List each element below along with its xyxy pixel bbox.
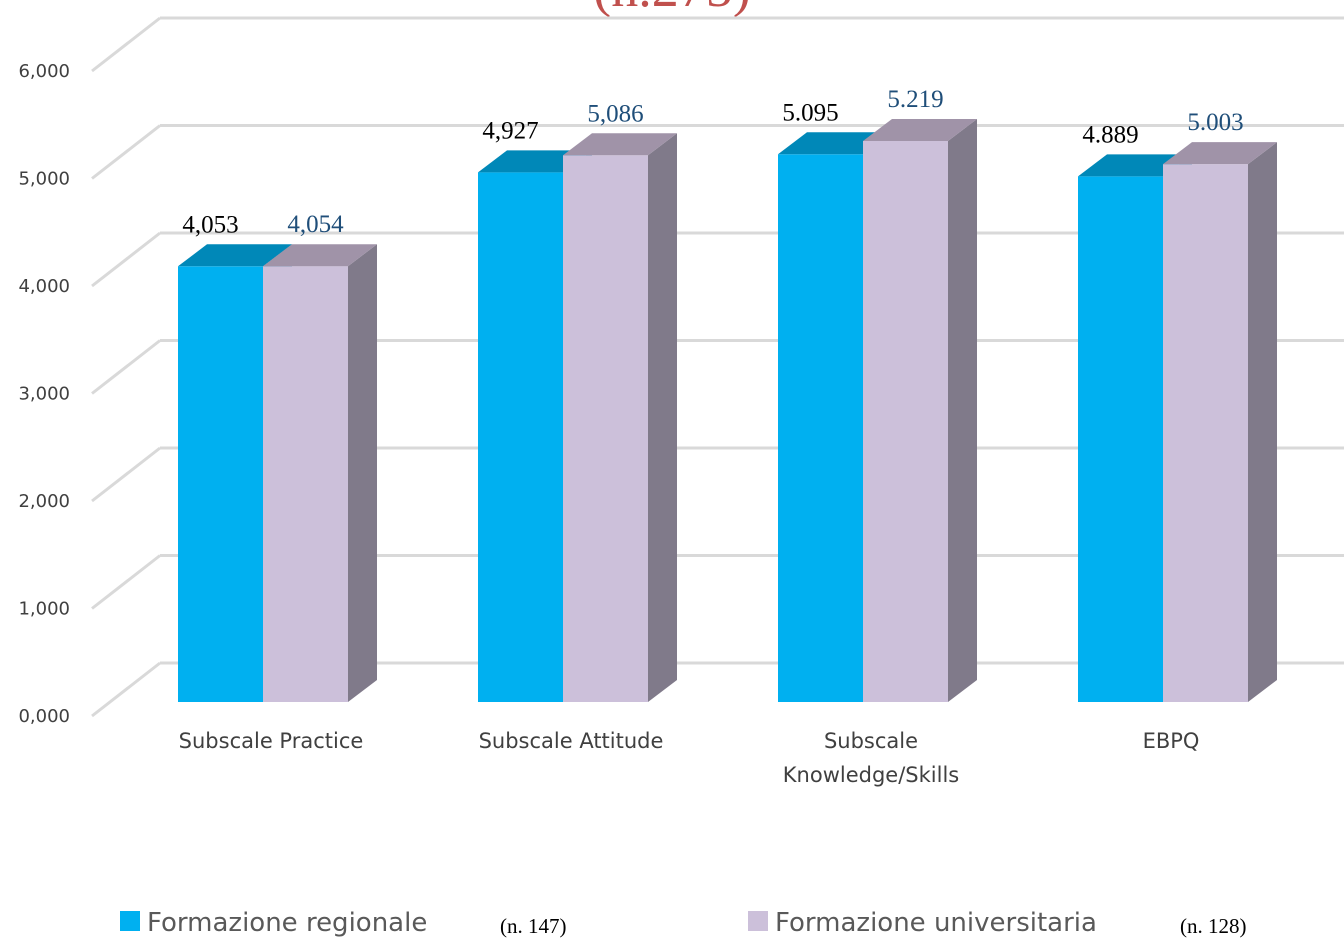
legend-swatch <box>120 911 140 931</box>
bar-top <box>178 244 292 267</box>
value-label: 5,086 <box>587 100 643 127</box>
value-label: 4.889 <box>1082 121 1138 148</box>
bar <box>478 172 563 702</box>
value-label: 5.003 <box>1187 109 1243 136</box>
bar <box>1078 176 1163 702</box>
x-tick-label: EBPQ <box>1142 729 1200 753</box>
legend-note: (n. 128) <box>1180 914 1247 938</box>
value-label: 4,054 <box>287 211 344 238</box>
x-tick-label: Subscale Attitude <box>478 729 664 753</box>
x-tick-label: Subscale Practice <box>178 729 364 753</box>
y-tick-label: 2,000 <box>18 491 70 512</box>
grid-line-depth <box>91 339 161 395</box>
bar <box>863 140 948 702</box>
bar-side <box>648 133 677 702</box>
grid-line-depth <box>91 124 161 180</box>
chart-title: (n.275) <box>593 0 750 18</box>
y-tick-label: 5,000 <box>18 169 70 190</box>
bar <box>563 155 648 702</box>
y-tick-label: 1,000 <box>18 599 70 620</box>
legend-label: Formazione universitaria <box>775 908 1097 938</box>
value-label: 4,053 <box>182 211 238 238</box>
value-label: 4,927 <box>482 117 538 144</box>
legend-label: Formazione regionale <box>147 908 427 938</box>
grid-line-depth <box>91 446 161 503</box>
bar <box>178 266 263 702</box>
bar-side <box>1248 142 1277 703</box>
grid-line-depth <box>91 16 161 73</box>
bar <box>1163 164 1248 703</box>
y-tick-label: 0,000 <box>18 706 70 727</box>
y-tick-label: 6,000 <box>18 61 70 82</box>
bar-top <box>1163 142 1277 165</box>
bar-side <box>348 244 377 702</box>
bar <box>263 266 348 702</box>
bar-side <box>948 118 977 702</box>
legend-note: (n. 147) <box>500 914 567 938</box>
grid-line-depth <box>91 661 161 718</box>
y-tick-label: 3,000 <box>18 384 70 405</box>
y-tick-label: 4,000 <box>18 276 70 297</box>
value-label: 5.219 <box>887 86 943 113</box>
bar-top <box>863 118 977 141</box>
bar <box>778 154 863 703</box>
x-tick-label: Subscale Knowledge/Skills <box>782 729 960 787</box>
grid-line-depth <box>91 231 161 288</box>
bar-top <box>263 244 377 267</box>
legend-swatch <box>748 911 768 931</box>
grid-line-depth <box>91 554 161 610</box>
value-label: 5.095 <box>782 99 838 126</box>
bar-top <box>563 133 677 156</box>
